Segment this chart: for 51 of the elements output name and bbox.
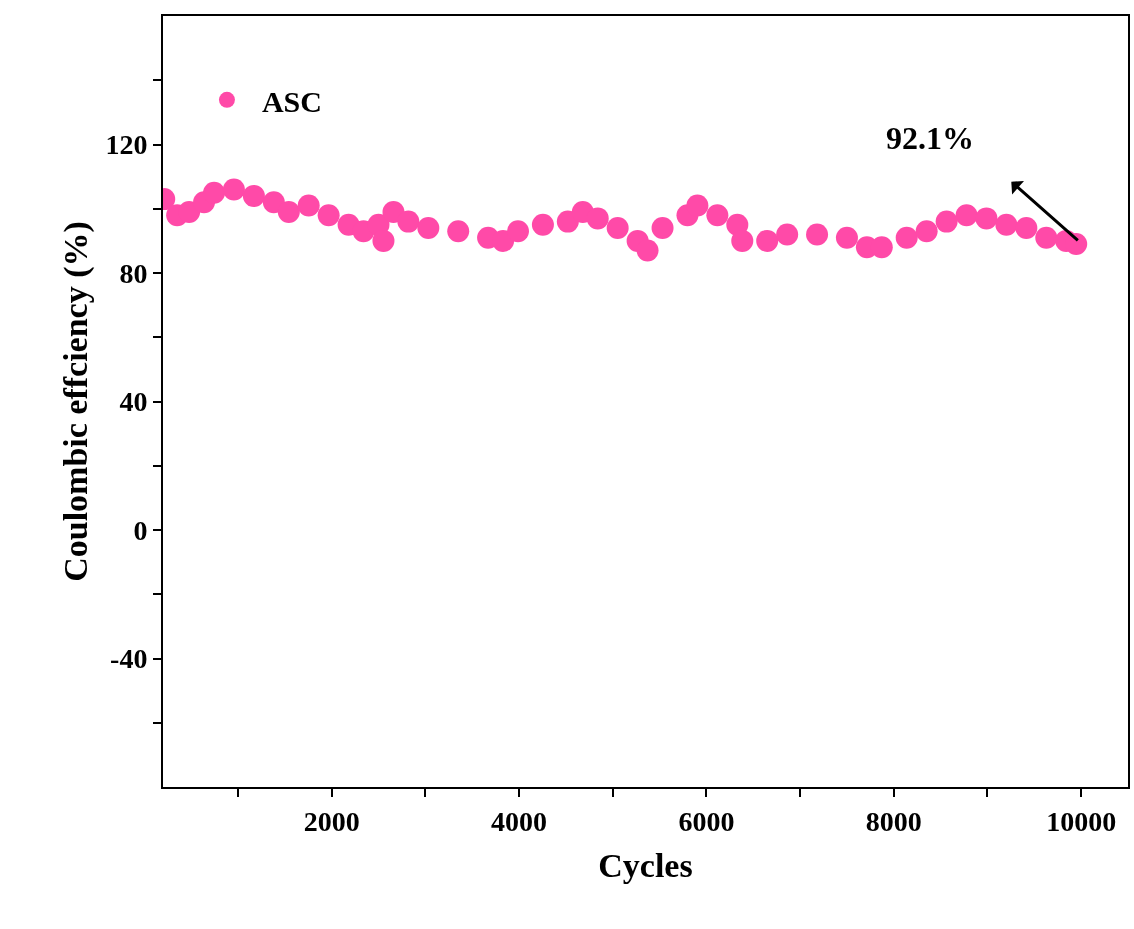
point xyxy=(242,184,265,207)
point xyxy=(636,239,659,262)
x-tick-label: 4000 xyxy=(491,805,548,837)
point xyxy=(262,191,285,214)
point xyxy=(178,200,201,223)
point xyxy=(382,200,405,223)
y-axis-title: Coulombic effciency (%) xyxy=(56,221,95,582)
point xyxy=(915,220,938,243)
point xyxy=(806,223,829,246)
point xyxy=(556,210,579,233)
point xyxy=(935,210,958,233)
x-tick-label: 8000 xyxy=(865,805,922,837)
point xyxy=(492,229,515,252)
x-tick-label: 10000 xyxy=(1046,805,1117,837)
point xyxy=(507,220,529,243)
x-axis-title: Cycles xyxy=(598,847,693,885)
point xyxy=(606,217,629,240)
point xyxy=(1065,233,1088,256)
point xyxy=(277,200,300,223)
point xyxy=(731,229,754,252)
y-tick-label: 80 xyxy=(119,257,148,289)
y-tick-label: 0 xyxy=(133,514,148,546)
point xyxy=(995,213,1018,236)
point xyxy=(297,194,320,217)
point xyxy=(975,207,998,230)
point xyxy=(531,213,554,236)
x-tick-label: 6000 xyxy=(678,805,735,837)
y-tick-label: 120 xyxy=(105,129,148,161)
point xyxy=(417,217,440,240)
y-tick-label: -40 xyxy=(110,643,148,675)
point xyxy=(776,223,799,246)
point xyxy=(1035,226,1058,249)
point xyxy=(317,204,340,227)
y-tick-label: 40 xyxy=(119,386,148,418)
point xyxy=(203,181,226,204)
point xyxy=(756,229,779,252)
point xyxy=(397,210,420,233)
point xyxy=(222,178,245,201)
point xyxy=(706,204,729,227)
point xyxy=(955,204,978,227)
point xyxy=(895,226,918,249)
point xyxy=(1015,217,1038,240)
point xyxy=(586,207,609,230)
x-tick-label: 2000 xyxy=(303,805,360,837)
point xyxy=(651,217,674,240)
point xyxy=(372,229,395,252)
annotation: 92.1% xyxy=(886,120,974,156)
point xyxy=(835,226,858,249)
point xyxy=(686,194,709,217)
legend-label: ASC xyxy=(261,84,322,118)
point xyxy=(447,220,470,243)
